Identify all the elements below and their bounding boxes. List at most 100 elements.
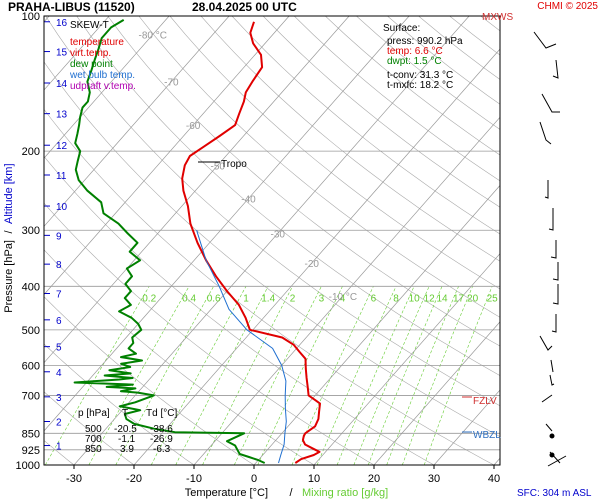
pressure-tick-label: 200 <box>22 146 40 158</box>
pressure-tick-label: 500 <box>22 325 40 337</box>
isotherm-line <box>133 48 500 465</box>
dry-adiabat-line <box>231 16 500 235</box>
x-axis-title-temp: Temperature [°C] <box>185 487 268 499</box>
y-axis-title: Pressure [hPa] / Altitude [km] <box>3 163 15 312</box>
mixing-ratio-label: 10 <box>409 293 421 304</box>
table-row-p: 500 <box>85 424 102 435</box>
surface-temp: temp: 6.6 °C <box>387 46 443 57</box>
legend-item-updraft: udpraft v.temp. <box>70 81 136 92</box>
isotherm-line <box>44 16 290 296</box>
tropopause-label: Tropo <box>221 159 247 170</box>
dry-adiabat-line <box>138 16 500 318</box>
mixing-ratio-label: 3 <box>319 293 325 304</box>
pressure-tick-label: 300 <box>22 225 40 237</box>
profile-curves <box>73 19 321 464</box>
dry-adiabat-line <box>262 16 500 208</box>
mixing-ratio-label: 14 <box>436 293 448 304</box>
altitude-tick-label: 2 <box>56 417 62 428</box>
isotherm-label: -30 <box>271 229 286 240</box>
altitude-tick-label: 16 <box>56 18 68 29</box>
x-axis-title-sep: / <box>289 487 293 499</box>
mxws-label: MXWS <box>482 12 513 23</box>
altitude-tick-label: 5 <box>56 343 62 354</box>
surface-dwpt: dwpt: 1.5 °C <box>387 56 442 67</box>
temperature-tick-label: -10 <box>186 473 202 485</box>
level-table: p [hPa] T Td [°C] 500 -20.5 -38.6 700 -1… <box>78 408 177 455</box>
mixing-ratio-label: 20 <box>467 293 479 304</box>
plot-frame <box>43 15 501 466</box>
table-header-td: Td [°C] <box>146 408 177 419</box>
x-axis-title-mixing: Mixing ratio [g/kg] <box>302 487 388 499</box>
wbzl-label: WBZL <box>473 430 501 441</box>
altitude-tick-label: 6 <box>56 316 62 327</box>
table-row-t: 3.9 <box>120 444 134 455</box>
copyright-text: CHMI © 2025 <box>537 1 598 12</box>
pressure-tick-label: 1000 <box>16 460 40 472</box>
mixing-ratio-label: 25 <box>487 293 499 304</box>
grid-lines <box>44 16 500 465</box>
legend: SKEW-T temperature virt.temp. dew point … <box>69 20 136 92</box>
pressure-tick-label: 925 <box>22 445 40 457</box>
y-axis-title-altitude: Altitude [km] <box>3 163 15 224</box>
isotherm-line <box>44 16 350 364</box>
table-header-t: T <box>122 408 128 419</box>
isotherm-line <box>44 16 170 159</box>
surface-title: Surface: <box>383 23 420 34</box>
y-axis-title-sep: / <box>3 230 15 234</box>
altitude-tick-label: 10 <box>56 202 68 213</box>
isotherm-label: -50 <box>211 161 226 172</box>
altitude-tick-label: 7 <box>56 290 62 301</box>
temperature-tick-label: 10 <box>308 473 320 485</box>
dry-adiabat-line <box>169 16 500 290</box>
temperature-tick-label: 20 <box>368 473 380 485</box>
altitude-tick-label: 8 <box>56 260 62 271</box>
table-row-p: 850 <box>85 444 102 455</box>
mixing-ratio-label: 0.6 <box>207 293 221 304</box>
pressure-tick-label: 700 <box>22 390 40 402</box>
isotherm-label: -60 <box>186 121 201 132</box>
mixing-ratio-label: 1.4 <box>261 293 275 304</box>
pressure-tick-label: 400 <box>22 281 40 293</box>
mixing-ratio-label: 12 <box>424 293 436 304</box>
isotherm-line <box>44 16 410 432</box>
legend-item-wet-bulb: wet bulb temp. <box>69 70 135 81</box>
temperature-tick-label: 30 <box>428 473 440 485</box>
temperature-tick-label: -30 <box>66 473 82 485</box>
altitude-tick-label: 12 <box>56 141 68 152</box>
dry-adiabat-line <box>200 16 500 262</box>
surface-press: press: 990.2 hPa <box>387 36 463 47</box>
dry-adiabat-line <box>76 16 500 376</box>
table-row-t: -1.1 <box>118 434 136 445</box>
wind-barbs <box>533 31 567 467</box>
temperature-tick-label: 0 <box>251 473 257 485</box>
altitude-tick-label: 3 <box>56 393 62 404</box>
legend-title: SKEW-T <box>70 20 109 31</box>
isotherm-line <box>73 16 470 465</box>
legend-item-virt-temp: virt.temp. <box>70 48 111 59</box>
mixing-ratio-label: 8 <box>393 293 399 304</box>
dry-adiabat-line <box>45 16 500 407</box>
pressure-tick-label: 100 <box>22 11 40 23</box>
mixing-ratio-label: 0.4 <box>182 293 196 304</box>
sfc-label: SFC: 304 m ASL <box>517 488 592 499</box>
table-row-td: -6.3 <box>153 444 171 455</box>
legend-item-temperature: temperature <box>70 37 124 48</box>
altitude-tick-label: 15 <box>56 48 68 59</box>
fzlv-label: FZLV <box>473 396 497 407</box>
mixing-ratio-label: 2 <box>290 293 296 304</box>
isotherm-label: -10 °C <box>329 292 357 303</box>
table-row-p: 700 <box>85 434 102 445</box>
y-axis-title-pressure: Pressure [hPa] <box>3 240 15 313</box>
isotherm-line <box>313 253 500 465</box>
surface-info: Surface: press: 990.2 hPa temp: 6.6 °C d… <box>383 23 463 91</box>
table-row-t: -20.5 <box>114 424 137 435</box>
dew-point-curve <box>73 19 266 464</box>
altitude-tick-label: 9 <box>56 231 62 242</box>
isotherm-line <box>44 16 230 227</box>
isotherm-line <box>193 116 500 465</box>
mixing-ratio-label: 17 <box>453 293 465 304</box>
pressure-tick-label: 600 <box>22 360 40 372</box>
dry-adiabat-line <box>107 16 500 347</box>
mixing-ratio-label: 0.2 <box>142 293 156 304</box>
